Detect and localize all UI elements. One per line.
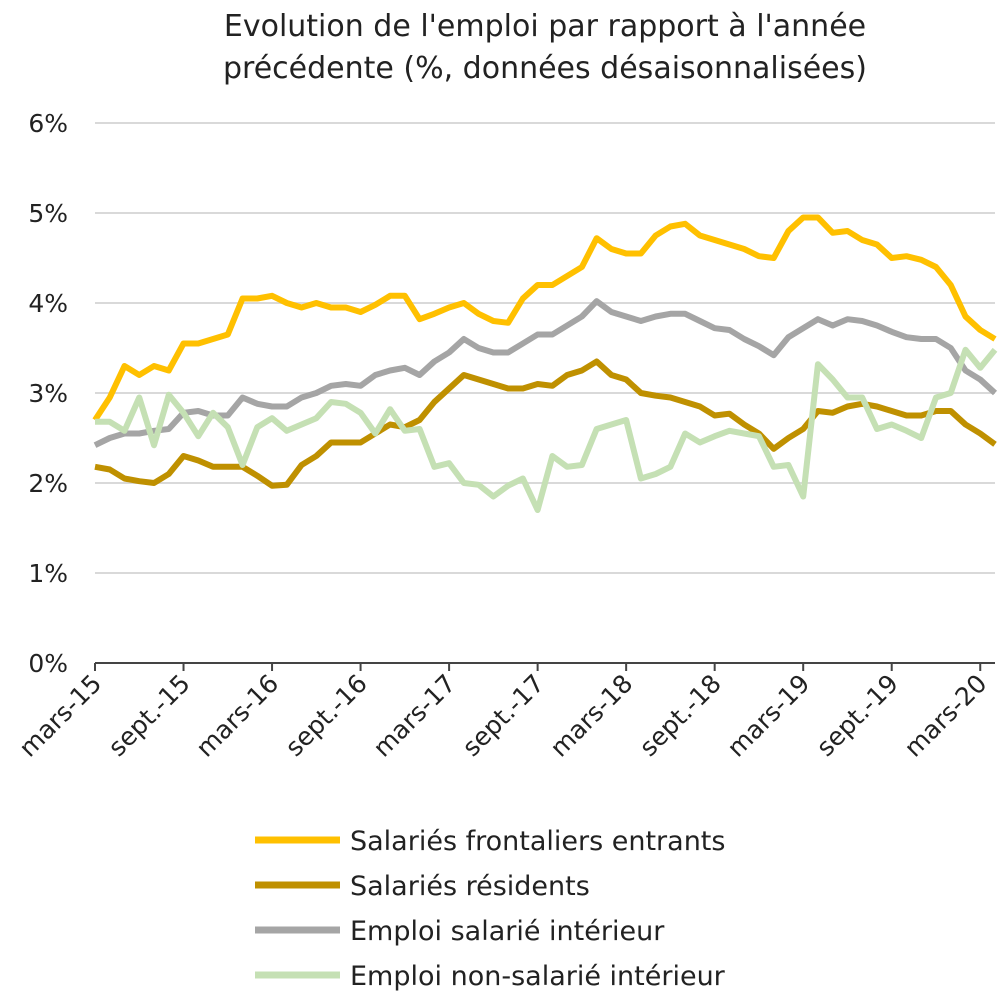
y-tick-label: 4% [28, 289, 68, 318]
y-tick-label: 5% [28, 199, 68, 228]
series-line [94, 358, 997, 489]
series-line [93, 298, 998, 448]
x-tick-label: sept.-19 [811, 669, 904, 762]
y-tick-label: 2% [28, 469, 68, 498]
x-tick-label: mars-19 [722, 669, 816, 763]
x-tick-label: mars-18 [544, 669, 638, 763]
x-tick-label: mars-20 [899, 669, 993, 763]
x-tick-label: sept.-18 [634, 669, 727, 762]
x-tick-label: sept.-17 [457, 669, 550, 762]
series-line [92, 214, 997, 422]
y-tick-label: 0% [28, 649, 68, 678]
y-tick-label: 3% [28, 379, 68, 408]
x-tick-label: mars-15 [13, 669, 107, 763]
legend-label: Salariés résidents [350, 871, 590, 902]
x-tick-label: mars-17 [367, 669, 461, 763]
x-tick-label: mars-16 [190, 669, 284, 763]
legend-label: Emploi salarié intérieur [350, 916, 665, 947]
legend-label: Salariés frontaliers entrants [350, 826, 725, 857]
series-line [95, 346, 998, 513]
y-tick-label: 6% [28, 109, 68, 138]
y-tick-label: 1% [28, 559, 68, 588]
x-tick-label: sept.-16 [280, 669, 373, 762]
legend-label: Emploi non-salarié intérieur [350, 961, 726, 992]
x-tick-label: sept.-15 [103, 669, 196, 762]
chart-title: Evolution de l'emploi par rapport à l'an… [223, 9, 867, 86]
